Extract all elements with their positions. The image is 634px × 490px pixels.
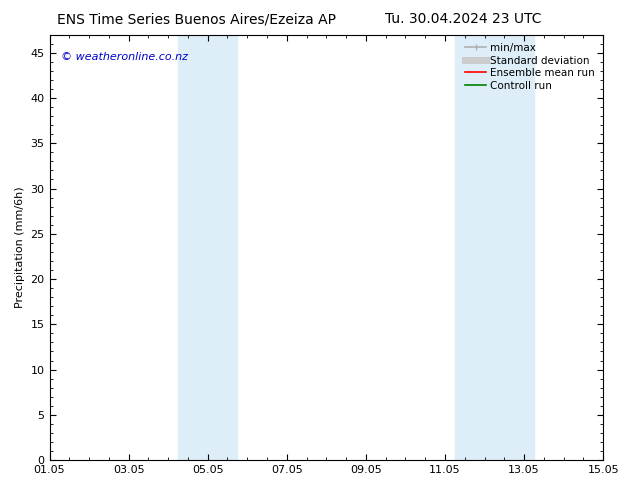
Legend: min/max, Standard deviation, Ensemble mean run, Controll run: min/max, Standard deviation, Ensemble me… xyxy=(462,40,598,94)
Text: ENS Time Series Buenos Aires/Ezeiza AP: ENS Time Series Buenos Aires/Ezeiza AP xyxy=(57,12,336,26)
Text: © weatheronline.co.nz: © weatheronline.co.nz xyxy=(61,51,188,62)
Bar xyxy=(178,35,237,460)
Text: Tu. 30.04.2024 23 UTC: Tu. 30.04.2024 23 UTC xyxy=(385,12,541,26)
Y-axis label: Precipitation (mm/6h): Precipitation (mm/6h) xyxy=(15,187,25,308)
Bar xyxy=(455,35,534,460)
